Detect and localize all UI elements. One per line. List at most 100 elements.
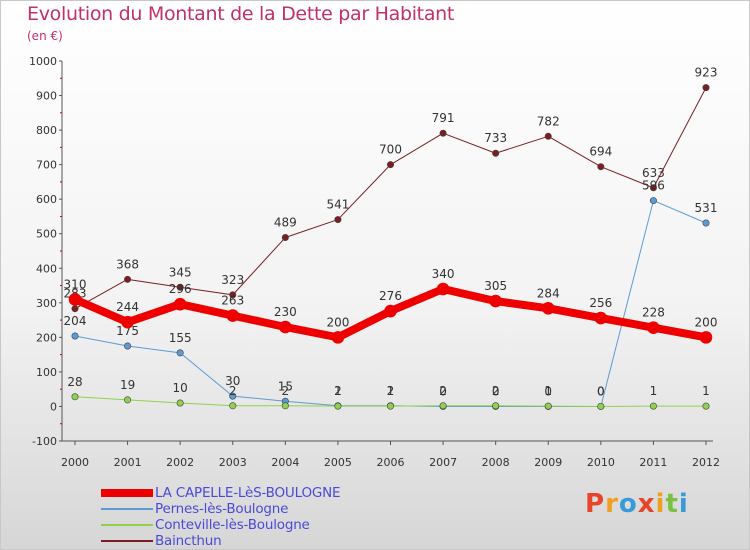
- legend-swatch: [101, 524, 153, 526]
- logo-letter: r: [605, 489, 619, 519]
- data-point: [386, 402, 394, 410]
- data-label: 0: [597, 384, 605, 398]
- data-label: 0: [439, 384, 447, 398]
- logo-letter: o: [618, 489, 638, 519]
- y-tick-label: 0: [50, 400, 57, 413]
- x-tick-label: 2003: [219, 456, 247, 469]
- data-point: [71, 393, 79, 401]
- data-point: [71, 332, 79, 340]
- x-tick-label: 2011: [639, 456, 667, 469]
- data-label: 2: [229, 384, 237, 398]
- data-point: [68, 293, 82, 306]
- data-label: 2: [387, 384, 395, 398]
- x-tick-label: 2002: [166, 456, 194, 469]
- data-point: [334, 402, 342, 410]
- data-label: 310: [64, 277, 87, 291]
- data-point: [439, 402, 447, 410]
- data-label: 2: [282, 384, 290, 398]
- data-label: 2: [334, 384, 342, 398]
- data-label: 284: [537, 286, 560, 300]
- data-point: [702, 84, 710, 92]
- data-point: [544, 132, 552, 140]
- data-point: [229, 402, 237, 410]
- data-point: [281, 402, 289, 410]
- data-label: 489: [274, 216, 297, 230]
- data-label: 323: [221, 273, 244, 287]
- data-label: 256: [589, 296, 612, 310]
- chart-subtitle: (en €): [27, 29, 63, 43]
- data-point: [279, 320, 292, 334]
- data-label: 28: [67, 375, 82, 389]
- y-tick-label: 100: [36, 366, 57, 379]
- data-label: 263: [221, 294, 244, 308]
- y-tick-label: 500: [36, 228, 57, 241]
- data-point: [597, 163, 605, 171]
- data-label: 2: [439, 384, 447, 398]
- y-tick-label: 200: [36, 331, 57, 344]
- data-label: 30: [225, 374, 240, 388]
- y-tick-label: 800: [36, 124, 57, 137]
- data-point: [492, 402, 500, 410]
- data-label: 596: [642, 179, 665, 193]
- data-point: [384, 304, 397, 318]
- logo-letter: t: [665, 489, 679, 519]
- data-point: [544, 402, 552, 410]
- data-point: [489, 294, 502, 308]
- data-point: [229, 392, 237, 400]
- data-point: [229, 291, 237, 299]
- x-tick-label: 2009: [534, 456, 562, 469]
- data-label: 1: [702, 384, 710, 398]
- data-point: [699, 331, 713, 344]
- data-label: 345: [169, 265, 192, 279]
- data-label: 923: [695, 66, 718, 80]
- legend-label: Baincthun: [155, 533, 222, 549]
- data-label: 10: [173, 381, 188, 395]
- data-point: [176, 349, 184, 357]
- data-label: 228: [642, 306, 665, 320]
- data-point: [226, 309, 240, 322]
- data-point: [176, 283, 184, 291]
- data-point: [281, 234, 289, 242]
- data-label: 541: [326, 198, 349, 212]
- y-tick-label: 700: [36, 159, 57, 172]
- data-label: 244: [116, 300, 139, 314]
- data-point: [124, 275, 132, 283]
- data-label: 155: [169, 331, 192, 345]
- data-point: [647, 321, 660, 334]
- data-point: [594, 311, 608, 325]
- data-point: [176, 399, 184, 407]
- x-tick-label: 2012: [692, 456, 720, 469]
- data-label: 200: [326, 315, 349, 329]
- data-point: [124, 396, 132, 404]
- data-label: 200: [695, 315, 718, 329]
- data-point: [439, 129, 447, 137]
- data-point: [649, 184, 657, 192]
- data-label: 305: [484, 279, 507, 293]
- chart-title: Evolution du Montant de la Dette par Hab…: [27, 3, 455, 25]
- x-tick-label: 2010: [587, 456, 615, 469]
- x-tick-label: 2006: [377, 456, 405, 469]
- x-tick-label: 2004: [271, 456, 299, 469]
- y-tick-label: 400: [36, 262, 57, 275]
- data-label: 276: [379, 289, 402, 303]
- y-tick-label: 600: [36, 193, 57, 206]
- legend-label: Pernes-lès-Boulogne: [155, 501, 289, 517]
- data-label: 1: [387, 384, 395, 398]
- data-point: [71, 305, 79, 313]
- x-tick-label: 2000: [61, 456, 89, 469]
- legend-swatch: [101, 489, 153, 497]
- data-point: [121, 315, 134, 329]
- data-point: [492, 149, 500, 157]
- data-point: [173, 297, 187, 311]
- data-label: 0: [544, 384, 552, 398]
- data-label: 633: [642, 166, 665, 180]
- data-label: 0: [492, 384, 500, 398]
- logo-letter: i: [655, 489, 666, 519]
- data-point: [436, 282, 450, 296]
- logo-letter: P: [585, 489, 606, 519]
- data-label: 296: [169, 282, 192, 296]
- data-label: 791: [432, 111, 455, 125]
- data-label: 782: [537, 114, 560, 128]
